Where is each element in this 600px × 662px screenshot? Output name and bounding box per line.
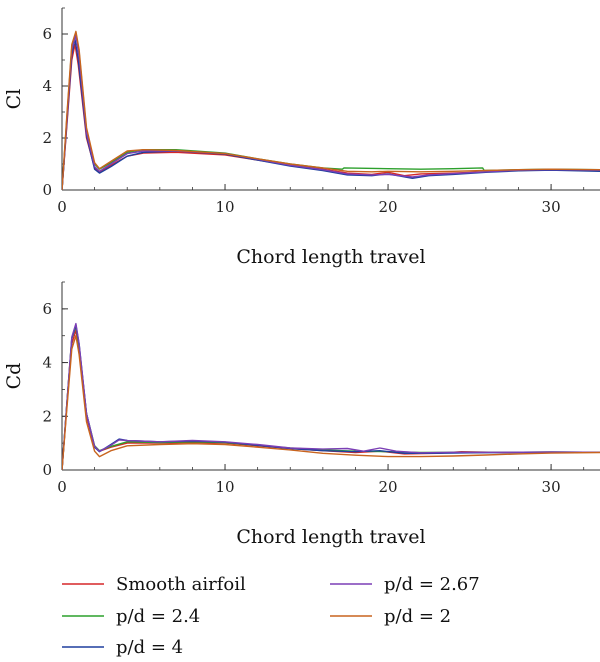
legend-item: p/d = 2 — [330, 606, 451, 627]
x-tick-label: 10 — [215, 198, 234, 216]
legend-label: p/d = 2 — [384, 606, 451, 627]
x-axis-label: Chord length travel — [236, 526, 425, 548]
x-axis-label: Chord length travel — [236, 246, 425, 268]
legend-item: p/d = 2.67 — [330, 574, 480, 595]
legend: Smooth airfoil p/d = 2.67 p/d = 2.4 p/d … — [62, 574, 480, 658]
y-tick-label: 0 — [42, 181, 52, 199]
y-tick-label: 0 — [42, 461, 52, 479]
y-tick-label: 6 — [42, 300, 52, 318]
legend-item: Smooth airfoil — [62, 574, 246, 595]
x-tick-label: 20 — [379, 198, 398, 216]
legend-label: p/d = 2.67 — [384, 574, 480, 595]
y-axis-label: Cl — [3, 89, 25, 110]
y-axis-label: Cd — [3, 363, 25, 390]
series-line-p-d-2 — [62, 335, 600, 470]
y-tick-label: 4 — [42, 354, 52, 372]
cl-chart-panel: 0 2 4 6 0 10 20 30 Cl Chord length travel — [3, 7, 600, 268]
x-tick-label: 30 — [542, 478, 561, 496]
legend-label: p/d = 2.4 — [116, 606, 200, 627]
series-line-p-d-4 — [62, 38, 600, 190]
legend-label: p/d = 4 — [116, 637, 183, 658]
series-line-p-d-2-67 — [62, 34, 600, 190]
y-tick-label: 2 — [42, 129, 52, 147]
legend-label: Smooth airfoil — [116, 574, 246, 595]
y-tick-label: 6 — [42, 25, 52, 43]
x-tick-label: 0 — [57, 198, 67, 216]
x-tick-label: 0 — [57, 478, 67, 496]
y-tick-label: 2 — [42, 407, 52, 425]
legend-item: p/d = 4 — [62, 637, 183, 658]
series-line-p-d-2-67 — [62, 322, 600, 470]
x-tick-label: 20 — [379, 478, 398, 496]
series-line-p-d-2-4 — [62, 32, 600, 190]
x-tick-label: 10 — [215, 478, 234, 496]
cd-chart-panel: 0 2 4 6 0 10 20 30 Cd Chord length travel — [3, 281, 600, 548]
y-tick-label: 4 — [42, 77, 52, 95]
legend-item: p/d = 2.4 — [62, 606, 200, 627]
x-tick-label: 30 — [542, 198, 561, 216]
series-line-p-d-2 — [62, 30, 600, 190]
